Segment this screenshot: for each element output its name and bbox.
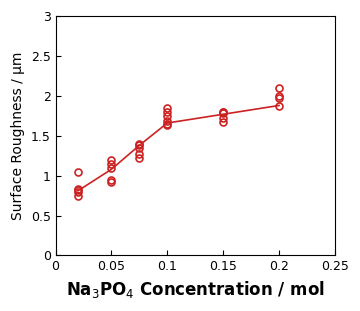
Y-axis label: Surface Roughness / μm: Surface Roughness / μm [11,52,25,220]
X-axis label: Na$_3$PO$_4$ Concentration / mol: Na$_3$PO$_4$ Concentration / mol [66,279,325,300]
